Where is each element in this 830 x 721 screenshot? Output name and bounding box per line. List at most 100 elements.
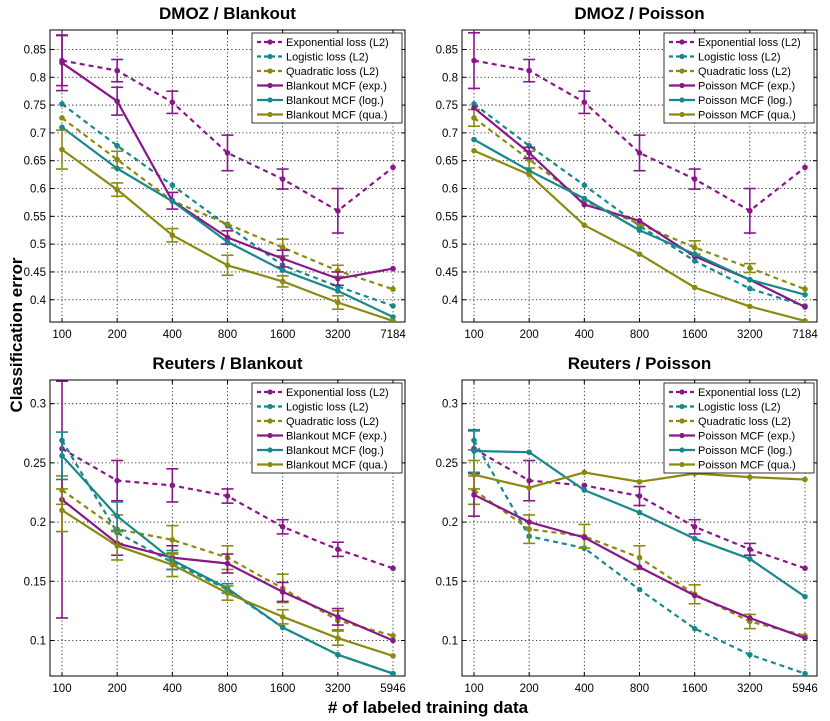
data-point (224, 262, 231, 269)
data-point (390, 318, 396, 322)
x-tick-label: 200 (520, 329, 539, 341)
data-point (636, 479, 643, 485)
chart-panel-2: DMOZ / Poisson 100 200 400 800 1600 3200 7184 0.… (436, 4, 819, 341)
data-point (390, 670, 396, 676)
legend-label: Poisson MCF (log.) (698, 95, 792, 107)
data-point (224, 150, 231, 156)
series-qua-dashed (56, 475, 396, 639)
data-point (526, 171, 532, 178)
data-point (526, 167, 532, 174)
panel-title: DMOZ / Blankout (159, 4, 296, 23)
legend-box (251, 382, 403, 474)
data-point (526, 150, 532, 156)
data-point (581, 469, 588, 476)
legend-marker (267, 447, 273, 453)
data-point (224, 493, 231, 499)
legend-marker (267, 432, 273, 439)
data-point (471, 136, 477, 143)
data-point (169, 232, 176, 239)
x-tick-label: 400 (575, 683, 594, 695)
legend-label: Poisson MCF (qua.) (698, 460, 796, 472)
y-tick-label: 0.85 (436, 44, 458, 56)
legend-label: Exponential loss (L2) (698, 387, 801, 399)
x-tick-label: 1600 (682, 683, 708, 695)
x-tick-label: 3200 (737, 683, 763, 695)
legend-marker (267, 97, 273, 103)
y-tick-label: 0.15 (24, 576, 46, 588)
y-tick-label: 0.2 (30, 517, 46, 529)
data-point (335, 299, 341, 306)
data-point (802, 593, 808, 600)
chart-panel-4: Reuters / Poisson 100 200 400 800 1600 3200 594… (436, 354, 818, 695)
series-qua-solid (56, 488, 396, 659)
data-point (691, 524, 698, 530)
data-point (224, 234, 231, 241)
data-point (471, 471, 477, 478)
data-point (471, 448, 477, 454)
y-tick-label: 0.4 (442, 295, 459, 307)
legend-label: Poisson MCF (qua.) (698, 110, 796, 122)
data-point (279, 614, 286, 620)
data-point (59, 507, 65, 514)
data-point (581, 201, 588, 208)
data-point (747, 651, 753, 658)
series-log-solid (59, 124, 396, 320)
data-point (114, 156, 120, 163)
y-tick-label: 0.8 (30, 72, 46, 84)
data-point (581, 222, 588, 229)
data-point (691, 251, 698, 257)
legend-box (251, 32, 403, 124)
legend-label: Quadratic loss (L2) (698, 416, 791, 428)
legend-marker (267, 418, 273, 424)
data-point (335, 207, 341, 214)
x-tick-label: 400 (163, 329, 182, 341)
data-point (114, 67, 120, 74)
x-tick-label: 1600 (270, 683, 296, 695)
data-point (114, 98, 120, 104)
series-qua-solid (471, 147, 808, 322)
legend-marker (267, 53, 273, 60)
legend-marker (679, 389, 685, 395)
data-point (747, 285, 753, 292)
series-log-solid (471, 136, 808, 298)
data-point (390, 286, 396, 292)
x-tick-label: 3200 (325, 683, 351, 695)
y-tick-label: 0.65 (24, 156, 46, 168)
legend: Exponential loss (L2) Logistic loss (L2) Q… (663, 32, 815, 124)
series-qua-dashed (468, 475, 808, 639)
legend-label: Blankout MCF (qua.) (286, 110, 387, 122)
y-tick-label: 0.2 (442, 517, 458, 529)
data-point (224, 590, 231, 596)
data-point (636, 509, 643, 516)
data-point (581, 487, 588, 493)
legend: Exponential loss (L2) Logistic loss (L2) Q… (251, 382, 403, 474)
data-point (802, 476, 808, 483)
data-point (691, 625, 698, 632)
data-point (526, 484, 532, 491)
legend-marker (267, 461, 273, 468)
y-tick-label: 0.55 (436, 211, 458, 223)
data-point (169, 482, 176, 489)
x-tick-label: 400 (575, 329, 594, 341)
chart-panel-1: DMOZ / Blankout 100 200 400 800 1600 3200 7184 0… (24, 4, 407, 341)
data-point (526, 519, 532, 525)
plot-area (468, 428, 808, 676)
data-point (526, 477, 532, 484)
data-point (636, 586, 643, 593)
data-point (169, 182, 176, 188)
data-point (747, 276, 753, 283)
x-tick-label: 800 (218, 329, 237, 341)
legend-label: Quadratic loss (L2) (698, 66, 791, 78)
y-tick-label: 0.8 (442, 72, 458, 84)
legend-label: Exponential loss (L2) (286, 37, 389, 49)
data-point (636, 554, 643, 561)
series-exp-dashed (471, 445, 808, 572)
y-tick-label: 0.6 (442, 184, 458, 196)
panel-title: Reuters / Poisson (568, 354, 712, 373)
data-point (581, 182, 588, 188)
y-tick-label: 0.3 (442, 399, 458, 411)
x-tick-label: 800 (218, 683, 237, 695)
data-point (169, 99, 176, 106)
data-point (636, 227, 643, 234)
